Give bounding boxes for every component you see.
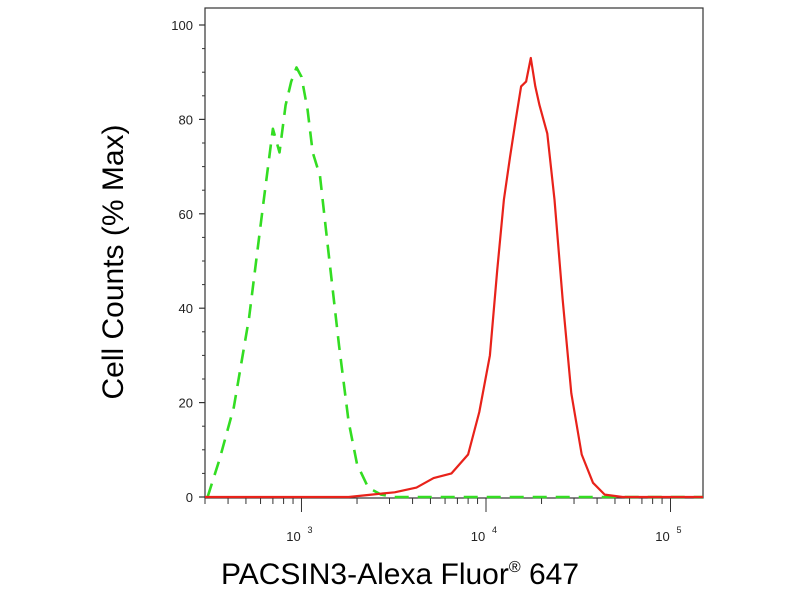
y-axis-label: Cell Counts (% Max) — [97, 124, 130, 399]
y-tick-label: 40 — [179, 301, 193, 316]
x-axis-label-registered-mark: ® — [508, 559, 521, 576]
plot-frame — [204, 7, 704, 499]
series-line-1 — [206, 66, 703, 499]
x-tick-exponent: 5 — [677, 525, 682, 535]
series-lines — [205, 56, 703, 499]
y-tick-label: 80 — [179, 112, 193, 127]
x-tick-label: 10 — [471, 529, 485, 544]
x-axis-ticks: 10 3 10 4 10 5 — [204, 498, 682, 544]
y-tick-label: 0 — [186, 490, 193, 505]
y-tick-label: 100 — [171, 18, 193, 33]
x-tick-label: 10 — [655, 529, 669, 544]
x-axis-label-main: PACSIN3-Alexa Fluor — [220, 558, 509, 591]
x-tick-exponent: 4 — [492, 525, 497, 535]
x-tick-label: 10 — [286, 529, 300, 544]
series-line-2 — [205, 56, 703, 499]
y-tick-label: 60 — [179, 207, 193, 222]
x-axis-label: PACSIN3-Alexa Fluor® 647 — [0, 558, 800, 592]
x-tick-exponent: 3 — [307, 525, 312, 535]
plot-border — [204, 7, 704, 499]
y-axis-ticks: 0 20 40 60 80 100 — [171, 18, 205, 505]
y-tick-label: 20 — [179, 396, 193, 411]
x-axis-label-tail: 647 — [520, 558, 580, 591]
